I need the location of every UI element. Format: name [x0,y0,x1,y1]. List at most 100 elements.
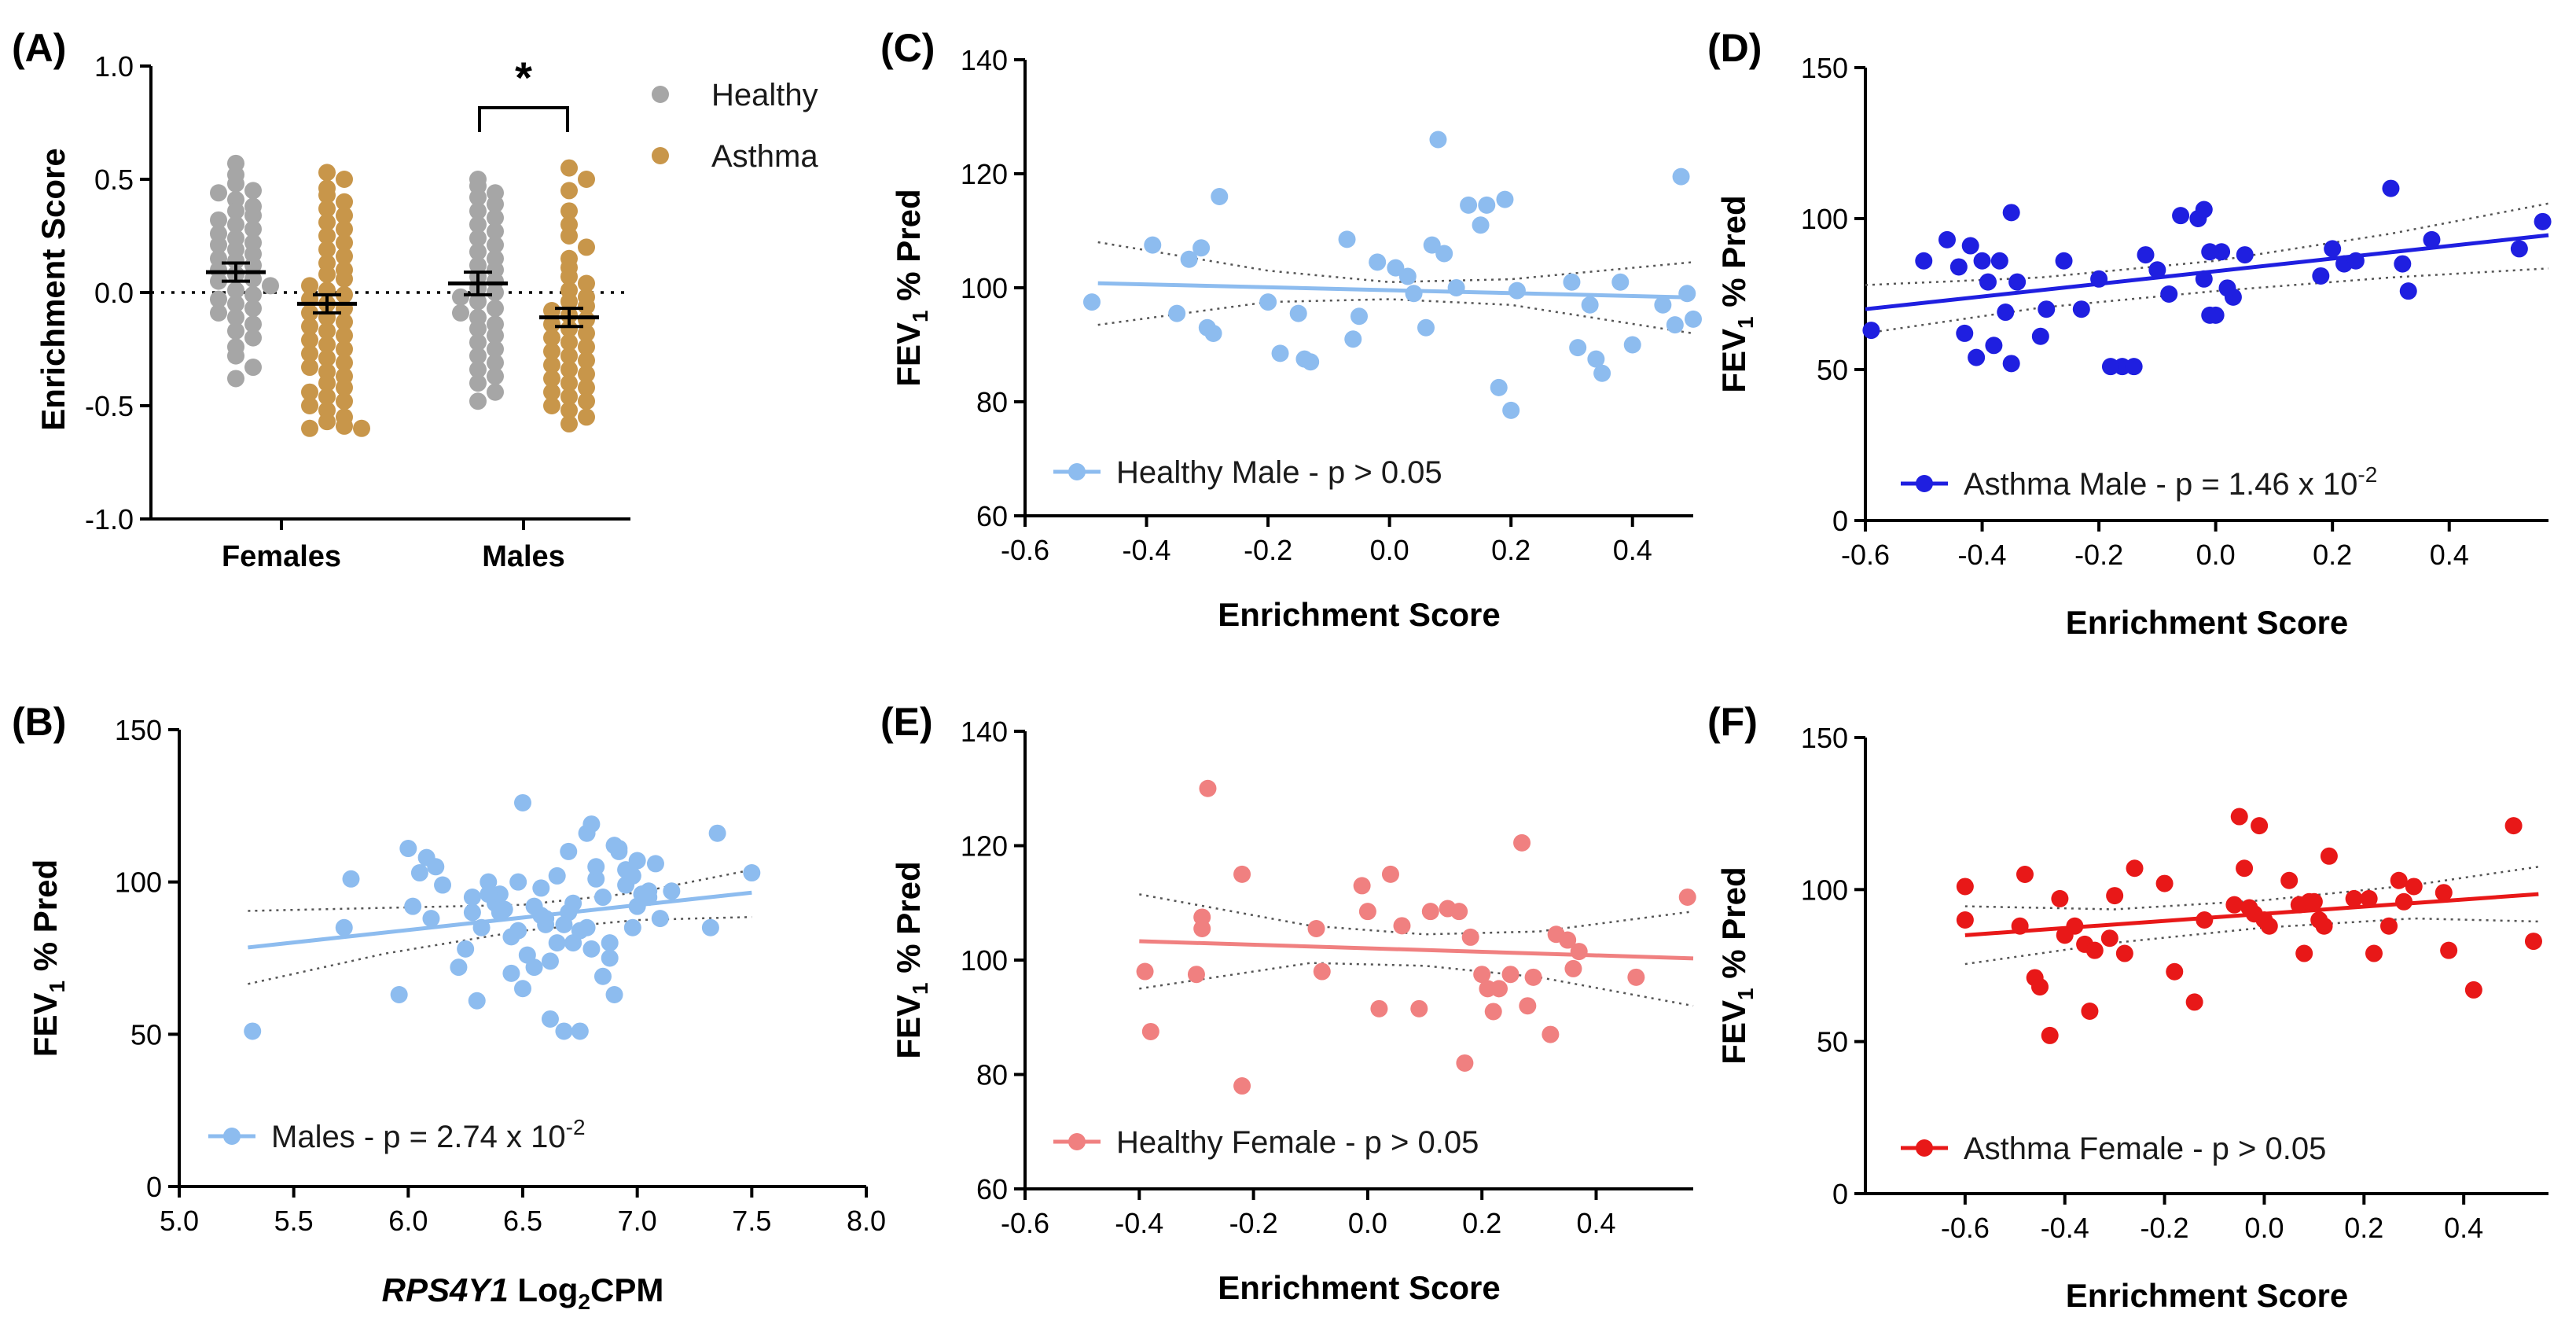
panel-d-point [2002,204,2020,222]
panel-a-point-healthy [469,215,487,234]
panel-e-point [1501,966,1520,984]
panel-d-point [2346,252,2365,270]
panel-b-point [541,1010,559,1028]
panel-e-point [1456,1054,1474,1072]
panel-b-point [601,949,619,967]
panel-f-point [2155,874,2174,892]
panel-a-point-healthy [244,220,262,238]
panel-a-point-healthy [487,223,504,241]
panel-a-point-asthma [578,392,595,410]
panel-d-point [2218,279,2236,297]
panel-c-point [1429,131,1447,149]
panel-b-point [509,873,527,891]
legend-text-main: Asthma Male - p = 1.46 x 10 [1964,467,2357,502]
panel-c-point [1144,236,1162,254]
panel-b-point [480,885,498,903]
panel-b-x-tick-label: 8.0 [847,1205,886,1237]
ylabel-fev: FEV [890,995,927,1059]
panel-a-point-asthma [336,354,353,372]
panel-d-point [2394,255,2412,273]
panel-e-legend-marker [1068,1133,1086,1150]
panel-a-significance-bracket: * [478,53,569,132]
panel-a-point-healthy [487,383,504,401]
panel-e-point [1678,888,1696,906]
panel-f-point [2251,817,2269,835]
panel-b-x-tick-label: 5.0 [160,1205,199,1237]
panel-f-point [2305,892,2323,911]
panel-e-y-tick-label: 100 [961,944,1008,977]
panel-c-x-tick-label: 0.4 [1613,534,1652,566]
panel-d-point [2148,261,2166,279]
panel-a-point-asthma [318,374,336,392]
panel-e-ci-lower [1139,962,1694,1007]
panel-d-point [2008,273,2027,291]
panel-a-point-asthma [336,392,353,410]
legend-text-main: Asthma Female - p > 0.05 [1964,1131,2326,1166]
panel-e-point [1564,959,1582,977]
panel-a-point-asthma [560,415,578,433]
panel-a-point-healthy [227,281,244,300]
panel-f-x-tick-label: -0.6 [1941,1212,1990,1244]
panel-c-point [1678,285,1696,303]
panel-e-point [1513,833,1531,852]
panel-b-legend-label: Males - p = 2.74 x 10-2 [271,1115,586,1154]
ylabel-pred: % Pred [1715,867,1752,988]
panel-a-point-asthma [336,326,353,344]
panel-c-legend-label: Healthy Male - p > 0.05 [1116,455,1442,490]
panel-d-point [2324,240,2342,258]
panel-a-point-healthy [262,277,279,295]
panel-f-point [1956,878,1974,896]
panel-d-ylabel: FEV1 % Pred [1715,195,1758,392]
panel-b-point [651,910,669,928]
panel-b-point [582,815,601,833]
panel-b-point [578,918,596,936]
panel-a-point-asthma [318,241,336,259]
panel-c-point [1581,296,1599,314]
panel-a-point-asthma [336,285,353,304]
panel-b-point [472,918,491,936]
panel-a-y-tick-label: -1.0 [85,503,134,535]
panel-a-point-healthy [244,182,262,200]
panel-a-y-tick-label: 1.0 [94,50,134,83]
panel-label-f: (F) [1707,700,1758,744]
panel-d-point [1973,252,1991,270]
panel-c-point [1387,259,1405,277]
panel-b-point [555,1022,573,1040]
panel-a-point-asthma [318,227,336,245]
panel-f-y-tick-label: 100 [1801,874,1848,906]
panel-f-point [2315,917,2333,935]
panel-c-ci-upper [1097,241,1694,284]
panel-label-d: (D) [1707,26,1762,70]
panel-d-x-tick-label: 0.0 [2196,539,2236,571]
panel-e-y-tick-label: 60 [976,1173,1008,1205]
panel-c-point [1569,339,1587,357]
panel-d-point [2399,282,2417,300]
panel-a-point-healthy [210,272,227,290]
panel-f-point [2405,878,2423,896]
ylabel-fev: FEV [1715,1000,1752,1065]
panel-c-y-tick-label: 100 [961,272,1008,304]
panel-d-point [1968,348,1986,366]
panel-a-point-healthy [487,195,504,213]
panel-a-point-healthy [487,340,504,358]
panel-b-point [502,964,520,982]
panel-f-point [2185,993,2203,1011]
panel-f-point [2031,978,2049,996]
panel-f-point [2115,944,2133,962]
ylabel-subscript: 1 [1733,316,1758,329]
panel-a-point-healthy [469,293,487,311]
panel-c-ci-lower [1097,298,1694,335]
panel-b-point [399,840,417,858]
panel-c-y-tick-label: 120 [961,158,1008,190]
panel-b-point [335,918,353,936]
panel-d-x-tick-label: 0.2 [2313,539,2352,571]
panel-a-point-asthma [301,419,318,437]
panel-a-point-healthy [469,374,487,392]
panel-e-point [1393,917,1411,935]
panel-f-point [2011,917,2029,935]
panel-c-ylabel: FEV1 % Pred [890,189,932,386]
panel-d-point [2195,201,2213,219]
panel-a-point-healthy [210,236,227,254]
panel-d-point [1915,252,1933,270]
panel-d-y-tick-label: 50 [1817,354,1848,386]
